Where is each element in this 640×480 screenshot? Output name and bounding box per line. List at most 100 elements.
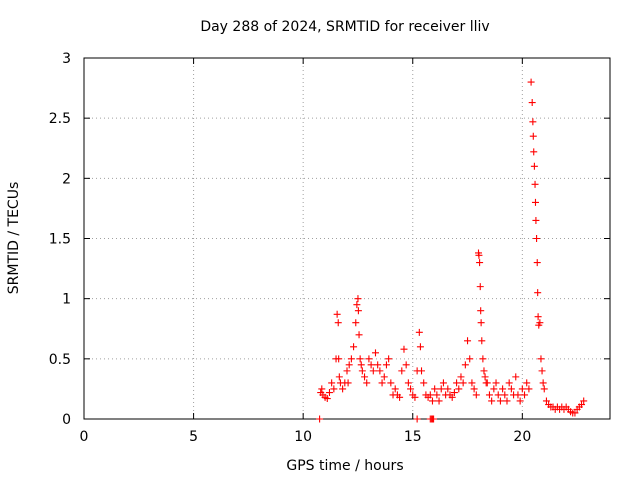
y-tick-label: 1 [62, 292, 71, 308]
data-point [439, 379, 447, 387]
data-point [344, 379, 352, 387]
data-point [476, 283, 484, 291]
data-point [428, 397, 436, 405]
data-point [580, 397, 588, 405]
data-point [470, 385, 478, 393]
axis-ticks [83, 57, 610, 420]
data-point [355, 331, 363, 339]
data-point [369, 367, 377, 375]
data-point [444, 385, 452, 393]
data-point [378, 379, 386, 387]
data-point [540, 385, 548, 393]
x-tick-label: 15 [404, 429, 422, 445]
data-point [343, 367, 351, 375]
data-point [453, 379, 461, 387]
data-point [356, 355, 364, 363]
data-point [514, 391, 522, 399]
data-point [534, 313, 542, 321]
data-point [376, 367, 384, 375]
data-point [400, 345, 408, 353]
x-tick-label: 5 [189, 429, 198, 445]
y-tick-labels: 0 0.5 1 1.5 2 2.5 3 [49, 51, 71, 428]
data-point [415, 328, 423, 336]
data-point [418, 367, 426, 375]
data-point [334, 319, 342, 327]
data-point [345, 361, 353, 369]
data-points [316, 78, 588, 423]
data-point [374, 361, 382, 369]
data-point [523, 379, 531, 387]
y-tick-label: 0 [62, 412, 71, 428]
data-point [354, 295, 362, 303]
data-point [450, 389, 458, 397]
data-point [354, 307, 362, 315]
y-axis-label: SRMTID / TECUs [6, 182, 22, 295]
data-point [539, 379, 547, 387]
data-point [323, 395, 331, 403]
data-point [483, 379, 491, 387]
x-tick-label: 0 [80, 429, 89, 445]
data-point [396, 393, 404, 401]
data-point [316, 415, 324, 423]
x-axis-label: GPS time / hours [286, 458, 403, 474]
data-point [387, 379, 395, 387]
data-point [468, 379, 476, 387]
data-point [464, 337, 472, 345]
x-tick-labels: 0 5 10 15 20 [80, 429, 532, 445]
data-point [531, 180, 539, 188]
data-point [385, 355, 393, 363]
data-point [537, 355, 545, 363]
data-point [413, 415, 421, 423]
data-point [478, 337, 486, 345]
data-point [477, 319, 485, 327]
data-point [404, 379, 412, 387]
chart-title: Day 288 of 2024, SRMTID for receiver lli… [200, 19, 489, 35]
data-point [499, 385, 507, 393]
data-point [530, 148, 538, 156]
data-point [353, 301, 361, 309]
y-tick-label: 2 [62, 171, 71, 187]
data-point [402, 361, 410, 369]
data-point [347, 355, 355, 363]
data-point [485, 391, 493, 399]
y-tick-label: 3 [62, 51, 71, 67]
data-point [538, 367, 546, 375]
data-point [435, 397, 443, 405]
data-point [430, 415, 438, 423]
data-point [461, 361, 469, 369]
data-point [501, 391, 509, 399]
data-point [358, 367, 366, 375]
data-point [455, 385, 463, 393]
data-point [492, 379, 500, 387]
data-point [530, 162, 538, 170]
data-point [448, 393, 456, 401]
data-point [490, 385, 498, 393]
data-point [525, 385, 533, 393]
x-tick-label: 20 [513, 429, 531, 445]
data-point [420, 379, 428, 387]
data-point [339, 385, 347, 393]
data-point [503, 397, 511, 405]
data-point [542, 397, 550, 405]
data-point [325, 389, 333, 397]
data-point [496, 397, 504, 405]
data-point [352, 319, 360, 327]
data-point [437, 385, 445, 393]
data-point [407, 385, 415, 393]
data-point [433, 391, 441, 399]
data-point [488, 397, 496, 405]
data-point [476, 259, 484, 267]
data-point [529, 132, 537, 140]
data-point [335, 373, 343, 381]
data-point [431, 385, 439, 393]
y-tick-label: 0.5 [49, 352, 71, 368]
data-point [578, 401, 586, 409]
x-tick-label: 10 [294, 429, 312, 445]
data-point [494, 391, 502, 399]
data-point [531, 198, 539, 206]
data-point [411, 393, 419, 401]
grid-lines [84, 58, 610, 419]
data-point [512, 373, 520, 381]
data-point [357, 361, 365, 369]
data-point [365, 355, 373, 363]
